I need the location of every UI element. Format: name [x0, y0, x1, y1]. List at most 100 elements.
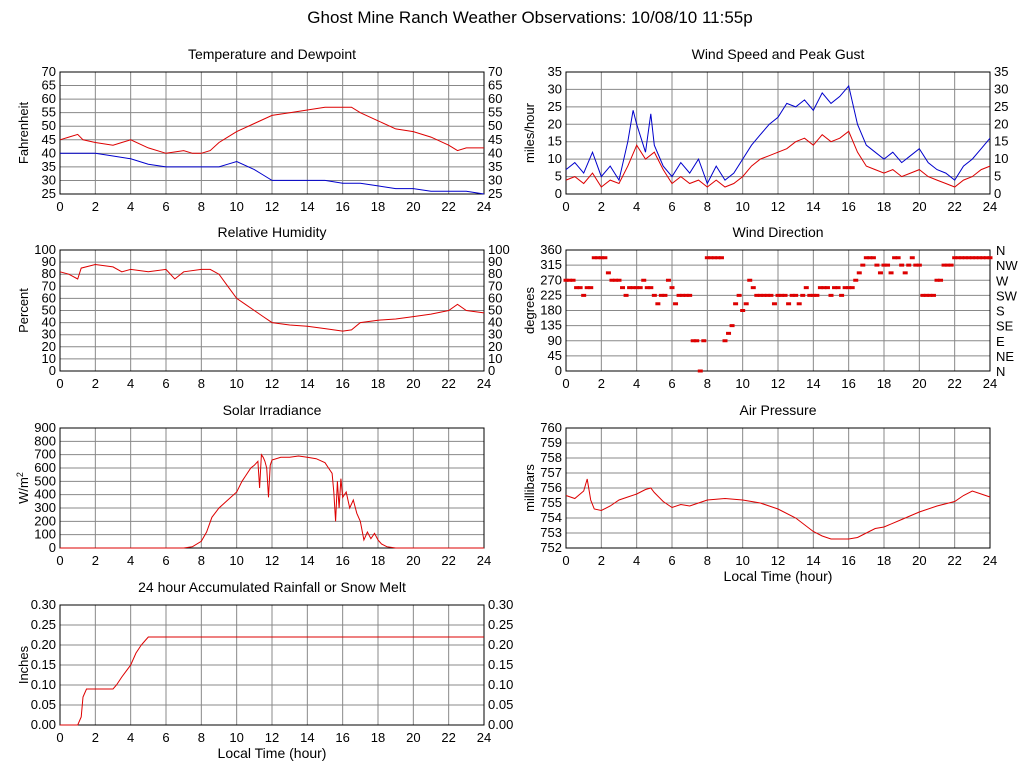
- wdir-point: [563, 278, 569, 282]
- wdir-point: [824, 286, 830, 290]
- temp-ytick-label-right: 55: [488, 105, 502, 120]
- wdir-point: [736, 293, 742, 297]
- wdir-point: [793, 293, 799, 297]
- wdir-point: [697, 369, 703, 373]
- rh-ytick-label: 40: [42, 315, 56, 330]
- wdir-point: [941, 263, 947, 267]
- wind-ytick-label-right: 30: [994, 81, 1008, 96]
- press-ytick-label: 760: [540, 420, 562, 435]
- wdir-point: [729, 324, 735, 328]
- wind-ytick-label-right: 35: [994, 64, 1008, 79]
- wdir-point: [892, 256, 898, 260]
- wdir-point: [694, 339, 700, 343]
- press-ytick-label: 756: [540, 480, 562, 495]
- solar-xtick-label: 10: [229, 553, 243, 568]
- temp-xtick-label: 16: [335, 199, 349, 214]
- rain-xtick-label: 6: [162, 730, 169, 745]
- solar-xtick-label: 4: [127, 553, 134, 568]
- wdir-point: [980, 256, 986, 260]
- wdir-point: [768, 293, 774, 297]
- page-title: Ghost Mine Ranch Weather Observations: 1…: [307, 8, 753, 27]
- wdir-point: [616, 278, 622, 282]
- rh-ytick-label-right: 100: [488, 242, 510, 257]
- press-ytick-label: 752: [540, 540, 562, 555]
- rh-ytick-label: 80: [42, 266, 56, 281]
- rh-ytick-label-right: 50: [488, 303, 502, 318]
- rain-ytick-label: 0.00: [31, 717, 56, 732]
- wdir-point: [800, 293, 806, 297]
- press-ytick-label: 758: [540, 450, 562, 465]
- rain-xtick-label: 24: [477, 730, 491, 745]
- wind-plot-frame: [565, 71, 991, 195]
- wind-xtick-label: 8: [704, 199, 711, 214]
- wdir-plot-frame: [565, 249, 991, 372]
- wind-xtick-label: 24: [983, 199, 997, 214]
- wdir-point: [796, 302, 802, 306]
- wdir-xtick-label: 14: [806, 376, 820, 391]
- wdir-point: [870, 256, 876, 260]
- wdir-point: [648, 286, 654, 290]
- rh-xtick-label: 20: [406, 376, 420, 391]
- wdir-point: [754, 293, 760, 297]
- wdir-point: [874, 263, 880, 267]
- wdir-direction-label: E: [996, 334, 1005, 349]
- wdir-point: [690, 339, 696, 343]
- solar-ytick-label: 0: [49, 540, 56, 555]
- rh-xtick-label: 0: [56, 376, 63, 391]
- rh-ytick-label: 70: [42, 278, 56, 293]
- wdir-ytick-label: 180: [540, 303, 562, 318]
- rain-ytick-label-right: 0.00: [488, 717, 513, 732]
- solar-xtick-label: 18: [371, 553, 385, 568]
- wdir-point: [704, 256, 710, 260]
- temp-series-line-red: [59, 106, 484, 154]
- rain-ytick-label-right: 0.30: [488, 597, 513, 612]
- wdir-point: [849, 286, 855, 290]
- wdir-point: [577, 286, 583, 290]
- solar-xtick-label: 12: [265, 553, 279, 568]
- wind-ytick-label-right: 20: [994, 116, 1008, 131]
- wdir-xtick-label: 20: [912, 376, 926, 391]
- temp-ytick-label: 40: [42, 145, 56, 160]
- wind-ytick-label: 10: [548, 151, 562, 166]
- rain-xtick-label: 2: [92, 730, 99, 745]
- wind-ytick-label: 25: [548, 99, 562, 114]
- wdir-point: [644, 286, 650, 290]
- rh-ytick-label-right: 90: [488, 254, 502, 269]
- rh-xtick-label: 24: [477, 376, 491, 391]
- wdir-point: [588, 286, 594, 290]
- rain-ytick-label-right: 0.15: [488, 657, 513, 672]
- solar-series-line-red: [60, 453, 484, 549]
- wdir-point: [683, 293, 689, 297]
- wdir-point: [786, 302, 792, 306]
- solar-xtick-label: 22: [441, 553, 455, 568]
- rh-chart-title: Relative Humidity: [218, 224, 327, 240]
- temp-ytick-label-right: 35: [488, 159, 502, 174]
- solar-ytick-label: 500: [34, 473, 56, 488]
- press-xtick-label: 10: [735, 553, 749, 568]
- wdir-ytick-label: 270: [540, 272, 562, 287]
- press-xtick-label: 0: [562, 553, 569, 568]
- wind-chart-title: Wind Speed and Peak Gust: [692, 46, 865, 62]
- rh-ytick-label-right: 80: [488, 266, 502, 281]
- wdir-point: [655, 302, 661, 306]
- rain-chart-title: 24 hour Accumulated Rainfall or Snow Mel…: [138, 579, 406, 595]
- wdir-point: [750, 286, 756, 290]
- press-xtick-label: 2: [598, 553, 605, 568]
- rh-xtick-label: 16: [335, 376, 349, 391]
- press-xtick-label: 16: [841, 553, 855, 568]
- rh-xtick-label: 14: [300, 376, 314, 391]
- press-xtick-label: 14: [806, 553, 820, 568]
- temp-ytick-label: 60: [42, 91, 56, 106]
- wdir-xtick-label: 0: [562, 376, 569, 391]
- wind-xtick-label: 22: [947, 199, 961, 214]
- rain-xtick-label: 8: [198, 730, 205, 745]
- wind-ytick-label: 30: [548, 81, 562, 96]
- solar-ytick-label: 700: [34, 447, 56, 462]
- rh-ytick-label: 90: [42, 254, 56, 269]
- wdir-direction-label: W: [996, 273, 1009, 288]
- wdir-point: [839, 293, 845, 297]
- rh-xtick-label: 12: [265, 376, 279, 391]
- press-xtick-label: 4: [633, 553, 640, 568]
- wdir-point: [715, 256, 721, 260]
- wind-xtick-label: 10: [735, 199, 749, 214]
